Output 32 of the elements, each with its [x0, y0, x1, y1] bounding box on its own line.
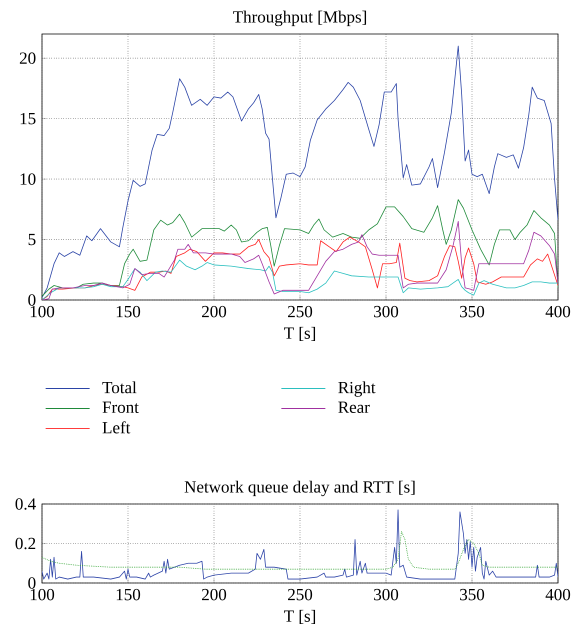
chart-title: Network queue delay and RTT [s]: [184, 480, 415, 496]
line-series: [42, 46, 558, 298]
legend-label: Front: [102, 402, 139, 413]
x-tick-label: 250: [288, 588, 312, 600]
y-tick-label: 10: [20, 173, 36, 185]
x-tick-label: 150: [116, 588, 140, 600]
x-tick-label: 300: [374, 306, 398, 318]
chart-title: Throughput [Mbps]: [233, 10, 366, 26]
legend-label: Total: [102, 381, 136, 394]
y-tick-label: 20: [20, 52, 36, 64]
x-axis-title: T [s]: [284, 326, 316, 341]
x-tick-label: 100: [30, 306, 54, 318]
x-tick-label: 150: [116, 306, 140, 318]
x-tick-label: 350: [460, 588, 484, 600]
y-tick-label: 0.4: [16, 498, 36, 510]
x-tick-label: 250: [288, 306, 312, 318]
y-tick-label: 15: [20, 112, 36, 124]
y-tick-label: 0.2: [16, 538, 36, 550]
legend-label: Rear: [338, 402, 370, 413]
y-tick-label: 5: [28, 234, 36, 246]
x-axis-title: T [s]: [284, 610, 316, 624]
x-tick-label: 350: [460, 306, 484, 318]
x-tick-label: 300: [374, 588, 398, 600]
x-tick-label: 100: [30, 588, 54, 600]
y-tick-label: 0: [28, 577, 36, 589]
legend-label: Right: [338, 381, 376, 397]
legend-label: Left: [102, 421, 130, 434]
x-tick-label: 200: [202, 588, 226, 600]
y-tick-label: 0: [28, 294, 36, 306]
x-tick-label: 400: [546, 588, 570, 600]
x-tick-label: 400: [546, 306, 570, 318]
x-tick-label: 200: [202, 306, 226, 318]
